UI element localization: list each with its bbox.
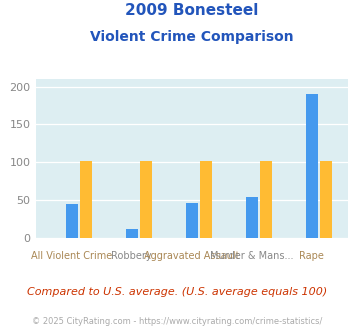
Bar xyxy=(246,197,258,238)
Bar xyxy=(186,203,198,238)
Bar xyxy=(260,161,272,238)
Text: Aggravated Assault: Aggravated Assault xyxy=(144,251,240,261)
Text: Murder & Mans...: Murder & Mans... xyxy=(210,251,294,261)
Bar xyxy=(66,204,77,238)
Text: Compared to U.S. average. (U.S. average equals 100): Compared to U.S. average. (U.S. average … xyxy=(27,287,328,297)
Text: Violent Crime Comparison: Violent Crime Comparison xyxy=(90,30,294,44)
Bar xyxy=(126,229,138,238)
Text: 2009 Bonesteel: 2009 Bonesteel xyxy=(125,3,258,18)
Text: Rape: Rape xyxy=(299,251,324,261)
Text: All Violent Crime: All Violent Crime xyxy=(31,251,112,261)
Legend: Bonesteel, South Dakota, National: Bonesteel, South Dakota, National xyxy=(33,326,351,330)
Text: © 2025 CityRating.com - https://www.cityrating.com/crime-statistics/: © 2025 CityRating.com - https://www.city… xyxy=(32,317,323,326)
Bar xyxy=(140,161,152,238)
Bar xyxy=(306,93,318,238)
Bar xyxy=(320,161,332,238)
Bar xyxy=(200,161,212,238)
Bar xyxy=(80,161,92,238)
Text: Robbery: Robbery xyxy=(111,251,152,261)
